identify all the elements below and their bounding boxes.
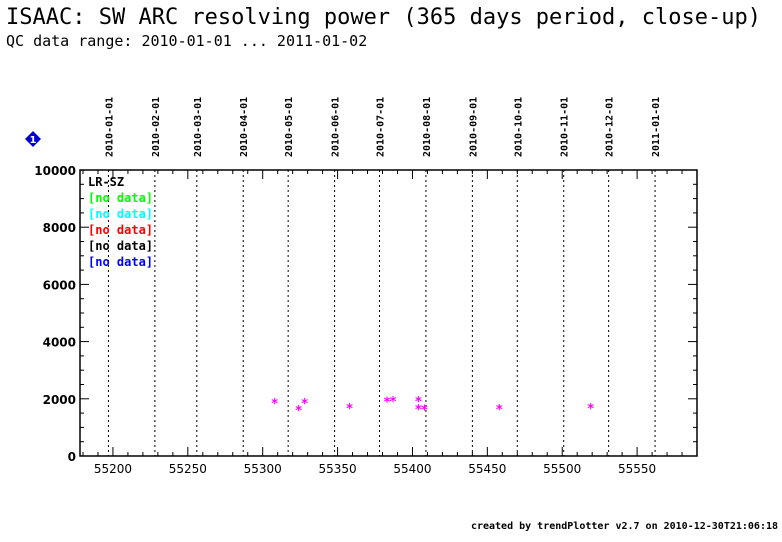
data-point: *: [415, 395, 422, 410]
y-tick-label: 2000: [43, 393, 76, 407]
date-tick-label: 2010-07-01: [376, 97, 387, 157]
data-point: *: [415, 403, 422, 418]
date-tick-label: 2010-03-01: [193, 97, 204, 157]
legend: LR-SZ [no data] [no data] [no data] [no …: [88, 174, 153, 270]
data-point: *: [390, 395, 397, 410]
date-tick-label: 2010-10-01: [513, 97, 524, 157]
x-tick-label: 55500: [543, 462, 581, 476]
x-tick-label: 55450: [468, 462, 506, 476]
data-point: *: [301, 397, 308, 412]
data-point: *: [421, 403, 428, 418]
date-tick-label: 2010-08-01: [422, 97, 433, 157]
y-tick-label: 0: [68, 450, 76, 464]
legend-entry: LR-SZ: [88, 175, 125, 189]
data-point: *: [295, 404, 302, 419]
date-tick-label: 2010-01-01: [104, 97, 115, 157]
data-point: *: [346, 402, 353, 417]
data-point: *: [271, 397, 278, 412]
chart-subtitle: QC data range: 2010-01-01 ... 2011-01-02: [6, 32, 368, 50]
x-tick-label: 55300: [244, 462, 282, 476]
x-tick-label: 55550: [618, 462, 656, 476]
x-tick-label: 55350: [318, 462, 356, 476]
data-point: *: [587, 402, 594, 417]
y-tick-label: 6000: [43, 278, 76, 292]
chart-title: ISAAC: SW ARC resolving power (365 days …: [6, 5, 761, 30]
x-tick-label: 55400: [393, 462, 431, 476]
date-tick-label: 2010-12-01: [605, 97, 616, 157]
data-point: *: [384, 396, 391, 411]
y-tick-label: 8000: [43, 221, 76, 235]
date-tick-label: 2010-02-01: [151, 97, 162, 157]
y-tick-label: 10000: [34, 164, 76, 178]
legend-entry: [no data]: [88, 191, 154, 205]
x-tick-label: 55250: [169, 462, 207, 476]
x-tick-label: 55200: [94, 462, 132, 476]
footer-credit: created by trendPlotter v2.7 on 2010-12-…: [470, 521, 778, 532]
date-tick-label: 2010-04-01: [239, 97, 250, 157]
date-tick-label: 2010-09-01: [468, 97, 479, 157]
marker-diamond-icon: [25, 131, 41, 147]
legend-entry: [no data]: [88, 223, 154, 237]
plot-frame: [79, 169, 698, 457]
data-point: *: [496, 403, 503, 418]
marker-label: 1: [30, 135, 37, 146]
legend-entry: [no data]: [88, 239, 154, 253]
legend-entry: [no data]: [88, 255, 154, 269]
date-tick-label: 2010-11-01: [560, 97, 571, 157]
date-tick-label: 2010-05-01: [284, 97, 295, 157]
legend-entry: [no data]: [88, 207, 154, 221]
date-tick-label: 2010-06-01: [331, 97, 342, 157]
y-tick-label: 4000: [43, 336, 76, 350]
date-tick-label: 2011-01-01: [651, 97, 662, 157]
